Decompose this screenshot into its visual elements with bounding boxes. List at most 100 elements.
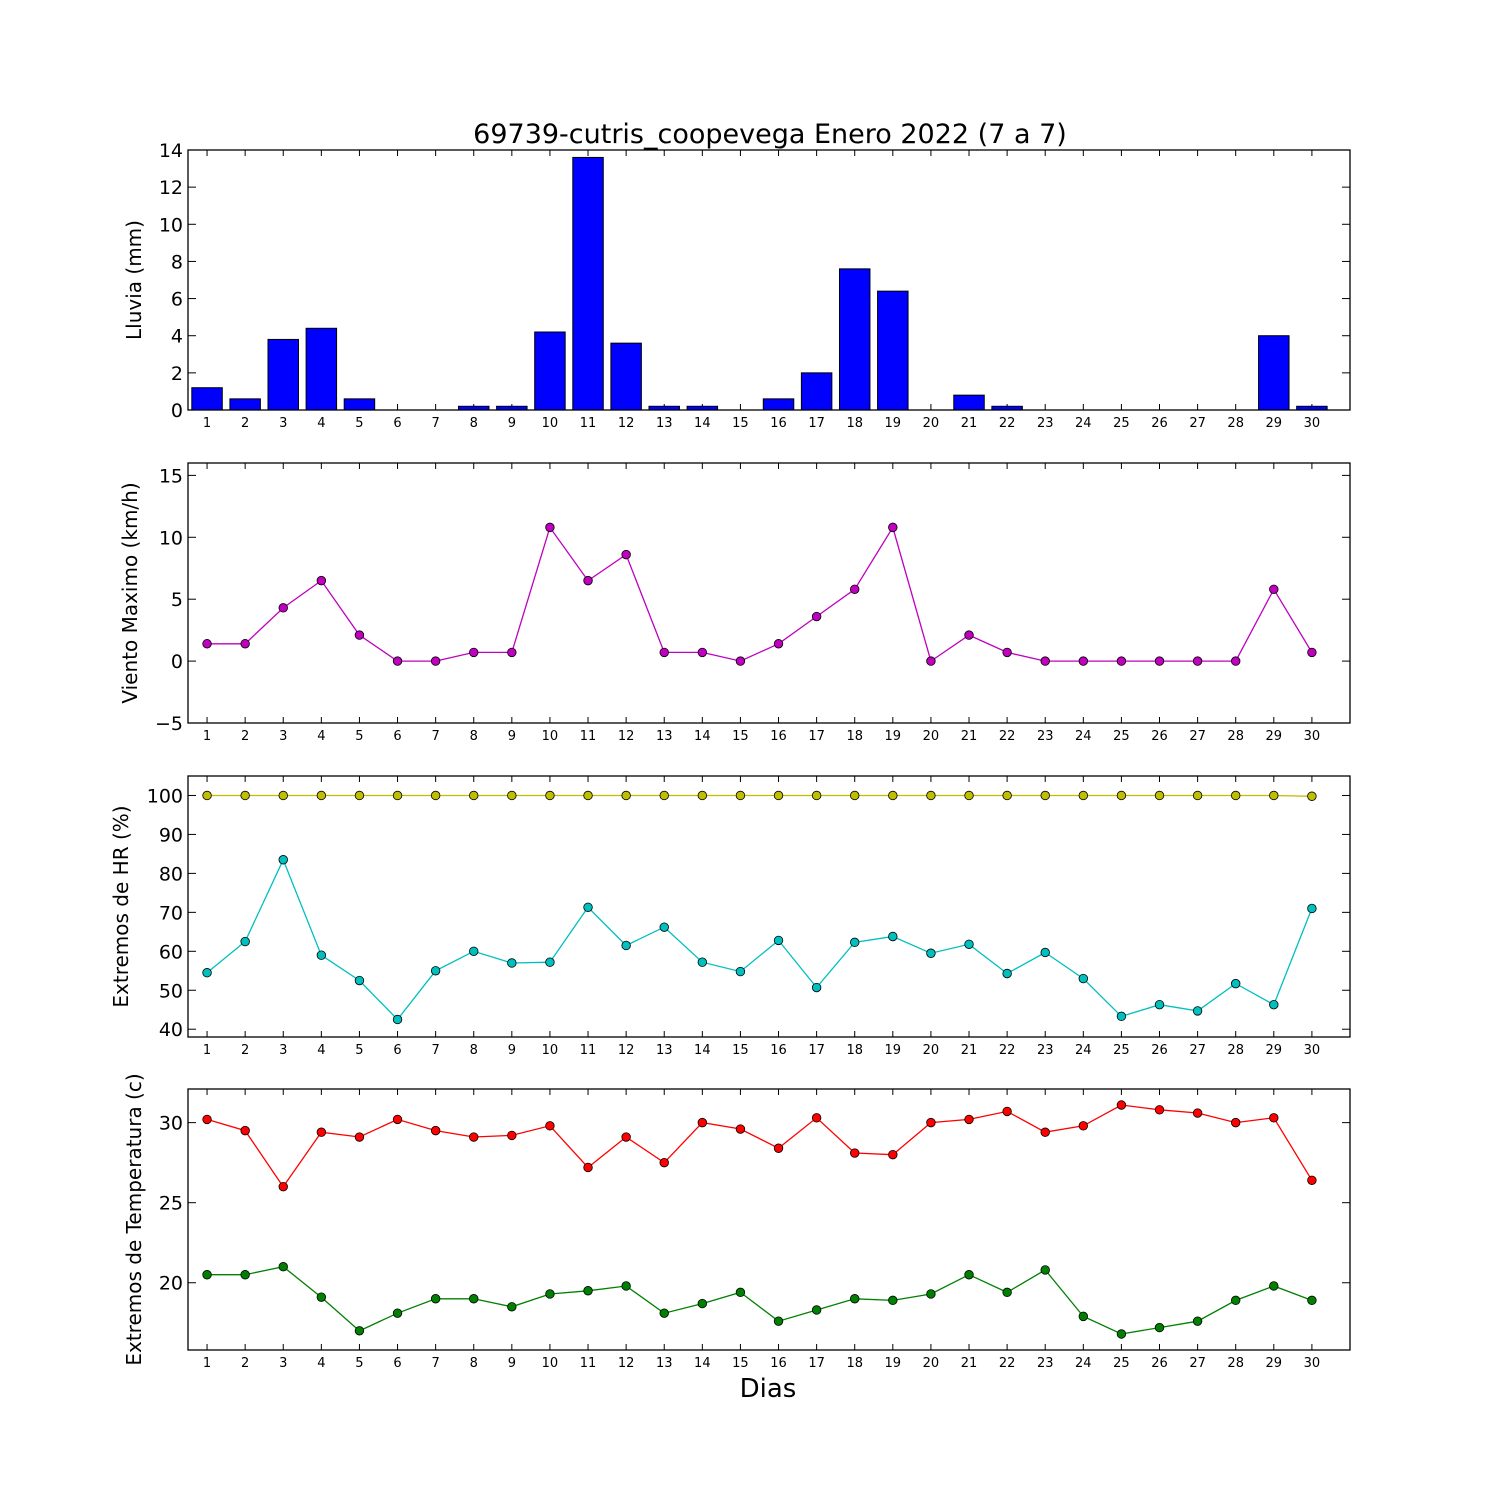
data-point	[811, 1305, 822, 1315]
x-tick-label: 10	[542, 416, 559, 431]
data-point	[1307, 1175, 1317, 1185]
bar	[572, 156, 604, 411]
x-tick-label: 21	[961, 729, 978, 744]
x-tick-label: 17	[808, 1043, 825, 1058]
data-point	[583, 1162, 593, 1173]
x-tick-label: 23	[1037, 729, 1054, 744]
data-point	[659, 1308, 669, 1318]
y-tick-label: 6	[171, 289, 183, 311]
data-point	[1078, 1311, 1089, 1322]
x-tick-label: 26	[1151, 416, 1168, 431]
data-point	[202, 1270, 212, 1280]
data-point	[1116, 1100, 1127, 1110]
data-point	[659, 790, 669, 801]
y-tick-label: −5	[155, 713, 183, 735]
x-tick-label: 18	[846, 1043, 863, 1058]
x-tick-label: 16	[770, 416, 787, 431]
x-tick-label: 8	[470, 1043, 478, 1058]
data-point	[240, 1270, 250, 1280]
x-tick-label: 10	[542, 1356, 559, 1371]
data-point	[926, 948, 936, 958]
data-point	[1154, 656, 1165, 666]
x-tick-label: 15	[732, 1356, 749, 1371]
plot-frame	[187, 149, 1351, 411]
data-point	[507, 1130, 517, 1141]
x-tick-label: 11	[580, 416, 597, 431]
y-axis-label: Viento Maximo (km/h)	[118, 482, 142, 703]
y-tick-label: 2	[171, 363, 183, 385]
data-point	[1231, 978, 1241, 989]
x-tick-label: 28	[1227, 1356, 1244, 1371]
data-point	[1040, 1127, 1050, 1137]
y-tick-label: 70	[159, 902, 183, 924]
x-tick-label: 10	[542, 729, 559, 744]
bar	[343, 398, 376, 411]
data-point	[507, 1302, 517, 1312]
data-point	[964, 790, 974, 801]
x-tick-label: 6	[393, 1356, 401, 1371]
data-point	[1154, 790, 1165, 801]
data-point	[1231, 656, 1241, 666]
x-tick-label: 18	[846, 729, 863, 744]
x-tick-label: 30	[1304, 1043, 1321, 1058]
data-point	[1002, 1106, 1012, 1117]
data-point	[392, 656, 403, 666]
data-point	[507, 647, 517, 658]
x-tick-label: 15	[732, 729, 749, 744]
data-point	[469, 647, 479, 658]
data-point	[1078, 1121, 1089, 1131]
data-point	[278, 1181, 288, 1192]
data-point	[621, 790, 631, 801]
data-point	[1269, 1281, 1279, 1291]
bar	[1258, 335, 1290, 411]
data-point	[735, 1124, 746, 1134]
data-point	[811, 982, 822, 993]
data-point	[735, 966, 746, 977]
data-point	[888, 1149, 898, 1160]
x-tick-label: 29	[1266, 729, 1283, 744]
y-tick-label: 8	[171, 251, 183, 273]
x-tick-label: 6	[393, 1043, 401, 1058]
y-tick-label: 10	[159, 214, 183, 236]
series-line	[206, 1104, 1313, 1188]
x-tick-label: 12	[618, 1356, 635, 1371]
data-point	[850, 1148, 860, 1158]
data-point	[1269, 790, 1279, 801]
data-point	[202, 1114, 212, 1125]
y-tick-label: 14	[159, 140, 183, 162]
data-point	[507, 790, 517, 801]
series-line	[207, 794, 1312, 797]
data-point	[240, 639, 250, 649]
x-axis-label: Dias	[740, 1374, 797, 1404]
data-point	[888, 931, 898, 942]
plot-frame	[187, 775, 1351, 1038]
x-tick-label: 21	[961, 1356, 978, 1371]
data-point	[1192, 1006, 1203, 1016]
data-point	[964, 939, 974, 949]
x-tick-label: 2	[241, 1356, 249, 1371]
y-tick-label: 90	[159, 824, 183, 846]
x-tick-label: 19	[885, 729, 902, 744]
x-tick-label: 10	[542, 1043, 559, 1058]
data-point	[621, 940, 631, 951]
y-tick-label: 60	[159, 941, 183, 963]
x-tick-label: 25	[1113, 1356, 1130, 1371]
data-point	[964, 1114, 974, 1125]
data-point	[850, 790, 860, 801]
data-point	[202, 790, 212, 801]
x-tick-label: 26	[1151, 1043, 1168, 1058]
x-tick-label: 7	[431, 416, 439, 431]
x-tick-label: 3	[279, 1356, 287, 1371]
x-tick-label: 7	[431, 729, 439, 744]
x-tick-label: 22	[999, 1356, 1016, 1371]
data-point	[316, 790, 327, 801]
x-tick-label: 27	[1189, 1043, 1206, 1058]
data-point	[735, 656, 746, 666]
x-tick-label: 28	[1227, 416, 1244, 431]
data-point	[354, 1132, 365, 1142]
data-point	[659, 647, 669, 658]
x-tick-label: 29	[1266, 1356, 1283, 1371]
data-point	[621, 1132, 631, 1142]
